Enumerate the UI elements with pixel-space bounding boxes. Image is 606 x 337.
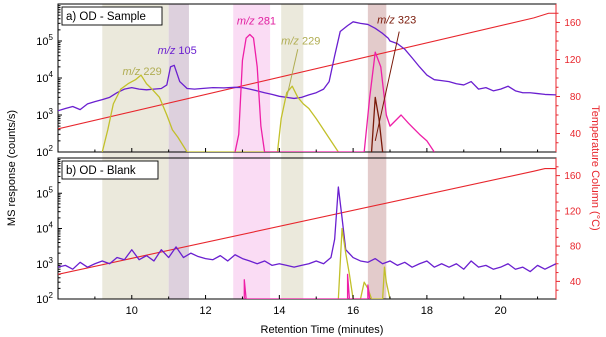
panel-plot-area <box>58 12 556 152</box>
panel-label-text: a) OD - Sample <box>66 11 146 23</box>
panel-label-box <box>61 160 159 180</box>
panel-label: b) OD - Blank <box>61 160 159 180</box>
y-tick-label: 105 <box>36 185 53 200</box>
series-line <box>101 74 339 152</box>
series-line <box>243 273 371 299</box>
y2-tick-label: 120 <box>564 206 581 217</box>
chart-panels: 102 103 104 105 40 80 120 160 m/z 229 m/z 105 m/z … <box>36 3 582 306</box>
y2-tick-label: 80 <box>570 242 582 253</box>
annotation-label: m/z 229 <box>123 66 162 78</box>
temperature-line <box>58 12 556 130</box>
annotation-label: m/z 105 <box>158 45 197 57</box>
x-tick-label: 16 <box>347 305 359 317</box>
annotation-label: m/z 323 <box>377 14 416 26</box>
y2-axis-title: Temperature Column (°C) <box>589 105 601 230</box>
series-line <box>337 227 391 299</box>
y-tick-label: 105 <box>36 33 53 48</box>
panel-blank: 102 103 104 105 40 80 120 160 b) OD - Blank <box>36 157 582 306</box>
series-line <box>234 33 435 152</box>
y-axis-title: MS response (counts/s) <box>6 110 18 226</box>
x-tick-label: 12 <box>199 305 211 317</box>
x-tick-label: 20 <box>495 305 507 317</box>
series-line <box>58 186 556 273</box>
y2-tick-label: 160 <box>564 171 581 182</box>
x-axis: 10 12 14 16 18 20 <box>126 305 507 317</box>
y-tick-label: 102 <box>36 144 53 159</box>
y2-tick-label: 40 <box>570 277 582 288</box>
series-line <box>370 96 384 152</box>
y2-tick-label: 120 <box>564 55 581 66</box>
y2-tick-label: 160 <box>564 18 581 29</box>
y-tick-label: 103 <box>36 107 53 122</box>
annotation-label: m/z 281 <box>237 15 276 27</box>
y-tick-label: 104 <box>36 221 53 236</box>
series-line <box>58 21 556 112</box>
y-tick-label: 104 <box>36 70 53 85</box>
annotation-label: m/z 229 <box>281 36 320 48</box>
y-tick-label: 102 <box>36 291 53 306</box>
x-tick-label: 18 <box>421 305 433 317</box>
y2-tick-label: 40 <box>570 129 582 140</box>
x-tick-label: 14 <box>273 305 285 317</box>
panel-label-text: b) OD - Blank <box>66 165 136 177</box>
panel-label: a) OD - Sample <box>61 6 163 26</box>
x-tick-label: 10 <box>126 305 138 317</box>
y-tick-label: 103 <box>36 256 53 271</box>
annotation-leader <box>286 49 299 98</box>
annotation-leader <box>374 31 400 141</box>
x-axis-title: Retention Time (minutes) <box>261 324 384 336</box>
panel-label-box <box>61 6 163 26</box>
temperature-line <box>58 168 556 275</box>
y2-tick-label: 80 <box>570 92 582 103</box>
panel-plot-area <box>58 168 556 299</box>
panel-sample: 102 103 104 105 40 80 120 160 m/z 229 m/z 105 m/z … <box>36 3 582 159</box>
